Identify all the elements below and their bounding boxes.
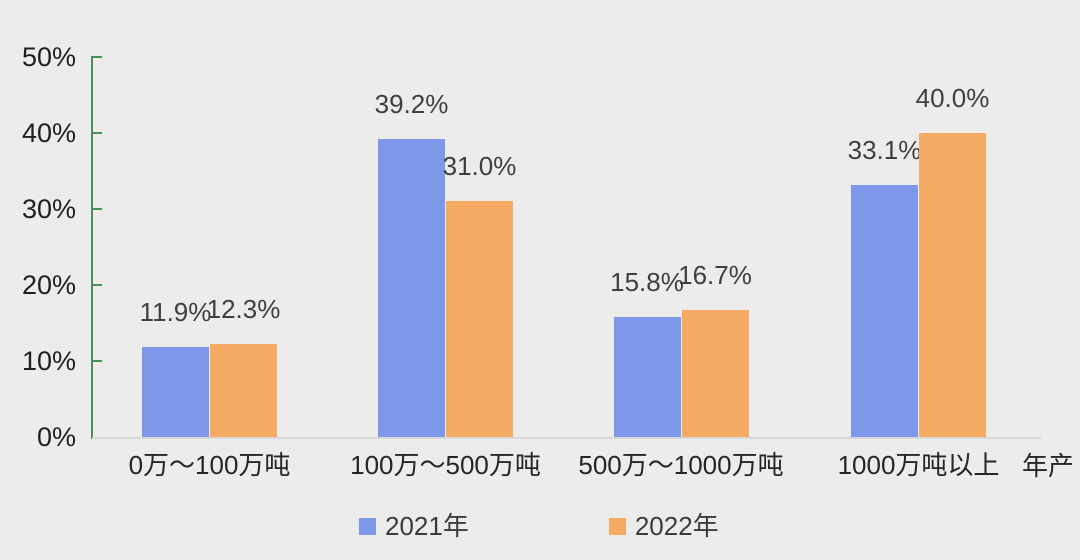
y-tick-label: 50% [21, 42, 76, 72]
legend-swatch-2021 [359, 517, 376, 535]
y-tick-line [91, 284, 102, 286]
value-label-2021年-c2: 15.8% [610, 266, 684, 297]
bar-2022年-c1 [446, 201, 513, 437]
x-axis-note: 年产 [1022, 451, 1075, 481]
y-tick-label: 20% [21, 270, 76, 300]
bar-2021年-c0 [142, 346, 209, 437]
value-label-2021年-c3: 33.1% [847, 135, 922, 166]
y-tick-line [91, 208, 102, 210]
y-tick-label: 0% [36, 422, 76, 452]
value-label-2022年-c3: 40.0% [915, 83, 990, 113]
y-axis-line [91, 57, 93, 439]
bar-2022年-c0 [210, 343, 277, 437]
legend-label-2022: 2022年 [634, 511, 719, 541]
legend-item-2021: 2021年 [359, 513, 469, 539]
x-axis-baseline [92, 437, 1041, 439]
bar-2021年-c2 [613, 316, 681, 437]
bar-2022年-c2 [681, 310, 749, 437]
y-tick-label: 40% [21, 118, 76, 148]
legend: 2021年 2022年 [359, 513, 719, 539]
value-label-2022年-c1: 31.0% [442, 151, 517, 182]
y-tick-line [91, 56, 102, 58]
bar-2021年-c1 [378, 139, 445, 437]
legend-label-2021: 2021年 [385, 511, 469, 541]
bar-2022年-c3 [919, 133, 986, 437]
value-label-2021年-c0: 11.9% [139, 296, 212, 327]
y-tick-label: 30% [21, 194, 76, 224]
bar-2021年-c3 [851, 185, 918, 437]
category-label-c0: 0万～100万吨 [128, 450, 291, 480]
y-tick-line [91, 360, 102, 362]
y-tick-line [91, 132, 102, 134]
value-label-2022年-c0: 12.3% [206, 293, 281, 324]
value-label-2022年-c2: 16.7% [678, 260, 752, 291]
category-label-c2: 500万～1000万吨 [578, 450, 784, 480]
category-label-c1: 100万～500万吨 [350, 450, 541, 480]
category-label-c3: 1000万吨以上 [837, 450, 1000, 480]
value-label-2021年-c1: 39.2% [374, 89, 449, 120]
y-tick-label: 10% [21, 346, 76, 376]
legend-swatch-2022 [608, 517, 626, 535]
legend-item-2022: 2022年 [608, 511, 719, 541]
